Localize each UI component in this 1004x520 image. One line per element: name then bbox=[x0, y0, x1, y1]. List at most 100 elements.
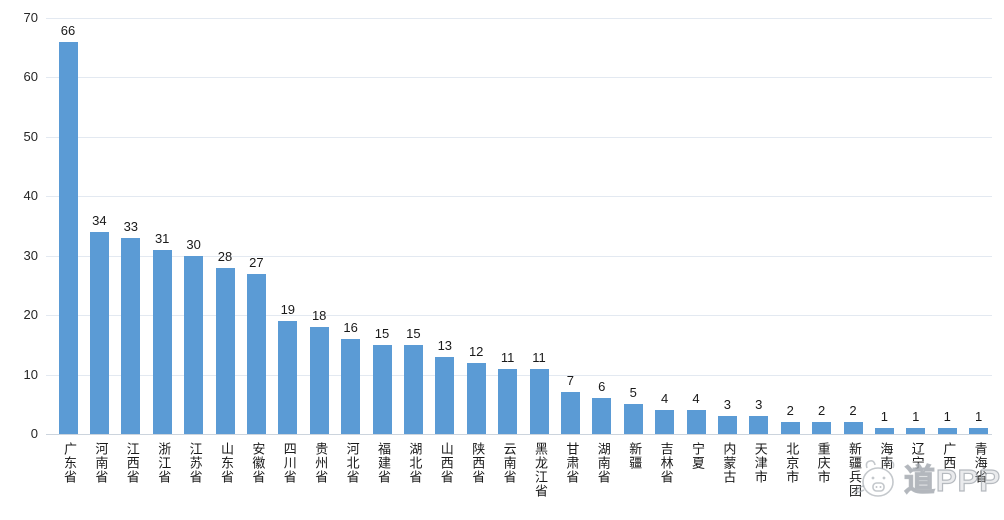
bar-value-label: 19 bbox=[280, 302, 296, 317]
bar bbox=[341, 339, 361, 434]
bar-value-label: 2 bbox=[849, 403, 857, 418]
x-axis-label: 四川省 bbox=[281, 442, 297, 484]
gridline bbox=[46, 137, 992, 138]
x-axis-label: 黑龙江省 bbox=[533, 442, 548, 498]
bar-value-label: 34 bbox=[92, 213, 107, 228]
bar bbox=[184, 256, 204, 434]
bar bbox=[717, 416, 737, 434]
x-axis-label: 海南 bbox=[878, 442, 894, 470]
bar-value-label: 15 bbox=[374, 326, 390, 341]
x-axis-line bbox=[46, 434, 992, 435]
bar-value-label: 5 bbox=[629, 385, 637, 400]
x-axis-label: 吉林省 bbox=[658, 442, 674, 484]
bar-value-label: 27 bbox=[249, 255, 264, 270]
x-axis-label: 重庆市 bbox=[815, 442, 831, 484]
x-axis-label: 湖北省 bbox=[407, 442, 423, 484]
x-axis-label: 安徽省 bbox=[250, 442, 266, 484]
bar bbox=[843, 422, 863, 434]
bar-value-label: 11 bbox=[532, 350, 546, 365]
bar bbox=[560, 392, 580, 434]
bar-value-label: 6 bbox=[598, 379, 606, 394]
y-axis-tick-label: 10 bbox=[23, 367, 38, 382]
y-axis-tick-label: 50 bbox=[23, 129, 38, 144]
gridline bbox=[46, 196, 992, 197]
bar bbox=[937, 428, 957, 434]
x-axis-label: 广东省 bbox=[62, 442, 77, 484]
bar bbox=[215, 268, 235, 434]
x-axis-label: 河北省 bbox=[344, 442, 360, 484]
bar bbox=[498, 369, 518, 434]
x-axis-label: 辽宁 bbox=[909, 442, 925, 470]
gridline bbox=[46, 18, 992, 19]
bar bbox=[372, 345, 392, 434]
x-axis-label: 贵州省 bbox=[313, 442, 329, 484]
x-axis-label: 宁夏 bbox=[690, 442, 705, 470]
x-axis-label: 湖南省 bbox=[595, 442, 611, 484]
bar-value-label: 30 bbox=[186, 237, 201, 252]
bar bbox=[403, 345, 423, 434]
bar bbox=[969, 428, 989, 434]
y-axis-tick-label: 70 bbox=[23, 10, 38, 25]
x-axis-label: 河南省 bbox=[93, 442, 109, 484]
y-axis-tick-label: 30 bbox=[23, 248, 38, 263]
bar-value-label: 3 bbox=[755, 397, 763, 412]
x-axis-label: 北京市 bbox=[784, 442, 800, 484]
bar bbox=[466, 363, 486, 434]
bar-value-label: 66 bbox=[60, 23, 76, 38]
bar bbox=[686, 410, 706, 434]
x-axis-label: 江西省 bbox=[124, 442, 140, 484]
bar-value-label: 33 bbox=[123, 219, 139, 234]
bar bbox=[749, 416, 769, 434]
bar-value-label: 28 bbox=[217, 249, 233, 264]
bar-value-label: 7 bbox=[566, 373, 574, 388]
bar bbox=[592, 398, 612, 434]
bar bbox=[58, 42, 78, 434]
bar bbox=[623, 404, 643, 434]
x-axis-label: 云南省 bbox=[501, 442, 517, 484]
bar bbox=[906, 428, 926, 434]
bar-value-label: 12 bbox=[468, 344, 484, 359]
bar bbox=[529, 369, 549, 434]
y-axis-tick-label: 40 bbox=[23, 188, 38, 203]
gridline bbox=[46, 77, 992, 78]
x-axis-label: 浙江省 bbox=[156, 442, 172, 484]
x-axis-label: 福建省 bbox=[376, 442, 391, 484]
bar-value-label: 4 bbox=[692, 391, 700, 406]
x-axis-label: 山西省 bbox=[438, 442, 454, 484]
bar bbox=[812, 422, 832, 434]
gridline bbox=[46, 315, 992, 316]
bar-value-label: 4 bbox=[660, 391, 669, 406]
bar-value-label: 1 bbox=[912, 409, 920, 424]
bar-value-label: 15 bbox=[406, 326, 421, 341]
bar bbox=[246, 274, 266, 434]
bar bbox=[121, 238, 141, 434]
y-axis-tick-label: 20 bbox=[23, 307, 38, 322]
x-axis-label: 新疆兵团 bbox=[847, 442, 862, 498]
x-axis-label: 天津市 bbox=[752, 442, 768, 484]
y-axis-tick-label: 60 bbox=[23, 69, 38, 84]
gridline bbox=[46, 375, 992, 376]
bar-value-label: 13 bbox=[437, 338, 453, 353]
bar-value-label: 18 bbox=[311, 308, 327, 323]
bar-value-label: 16 bbox=[343, 320, 358, 335]
x-axis-label: 陕西省 bbox=[470, 442, 486, 484]
x-axis-label: 甘肃省 bbox=[564, 442, 580, 484]
bar-value-label: 2 bbox=[817, 403, 826, 418]
bar-value-label: 3 bbox=[723, 397, 731, 412]
x-axis-label: 广西 bbox=[941, 442, 957, 470]
x-axis-label: 新疆 bbox=[627, 442, 643, 470]
x-axis-label: 江苏省 bbox=[187, 442, 203, 484]
gridline bbox=[46, 256, 992, 257]
bar bbox=[874, 428, 894, 434]
bar-value-label: 1 bbox=[974, 409, 983, 424]
bar-value-label: 2 bbox=[786, 403, 794, 418]
bar bbox=[435, 357, 455, 434]
bar bbox=[152, 250, 172, 434]
bar bbox=[655, 410, 675, 434]
bar-value-label: 31 bbox=[154, 231, 170, 246]
x-axis-label: 内蒙古 bbox=[721, 442, 737, 484]
bar bbox=[89, 232, 109, 434]
y-axis-tick-label: 0 bbox=[30, 426, 38, 441]
bar bbox=[309, 327, 329, 434]
